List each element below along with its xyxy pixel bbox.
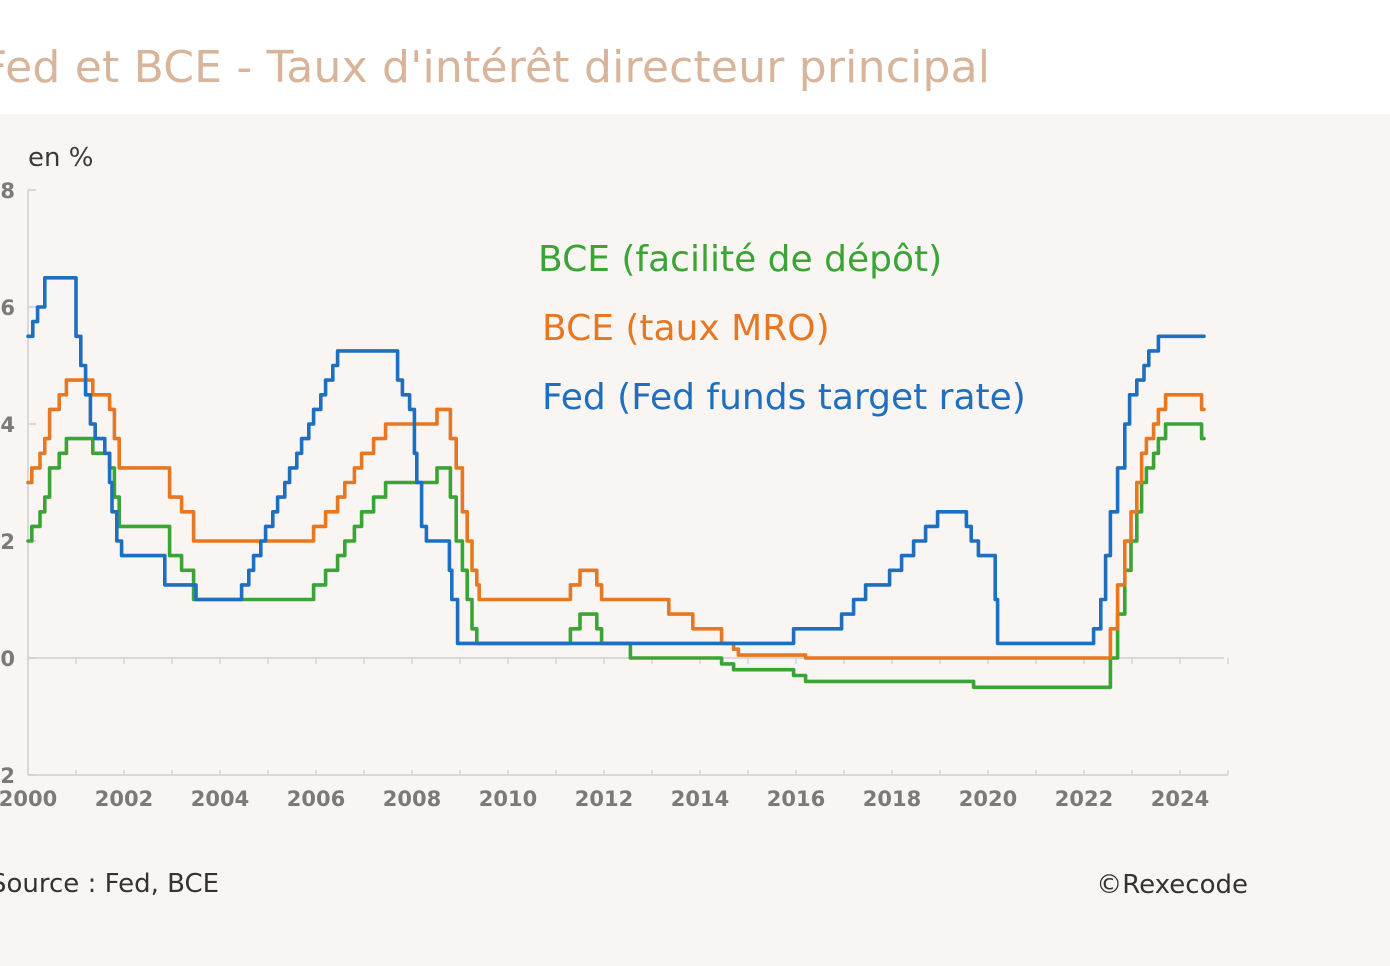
series-line-0 [26, 422, 1206, 690]
legend-bce-depot: BCE (facilité de dépôt) [538, 239, 942, 280]
y-tick-label: 8 [0, 179, 15, 203]
copyright-note: ©Rexecode [1096, 870, 1248, 900]
legend-bce-mro: BCE (taux MRO) [542, 308, 830, 349]
chart-title: Fed et BCE - Taux d'intérêt directeur pr… [0, 42, 991, 93]
y-tick-label: -2 [0, 764, 15, 788]
y-tick-label: 4 [0, 413, 15, 437]
source-note: Source : Fed, BCE [0, 869, 219, 899]
series-line-2 [26, 276, 1206, 646]
x-tick-label: 2014 [671, 787, 729, 811]
y-tick-label: 6 [0, 296, 15, 320]
x-tick-label: 2010 [479, 787, 537, 811]
y-tick-label: 2 [0, 530, 15, 554]
x-tick-label: 2018 [863, 787, 921, 811]
series-line-1 [26, 378, 1206, 660]
x-tick-label: 2008 [383, 787, 441, 811]
y-tick-label: 0 [0, 647, 15, 671]
x-tick-label: 2000 [0, 787, 57, 811]
x-tick-label: 2006 [287, 787, 345, 811]
axes: -2 0 2 4 6 8 2000 2002 2004 2006 2008 2010 2012 2014 2… [0, 179, 1229, 811]
x-tick-label: 2016 [767, 787, 825, 811]
x-tick-label: 2020 [959, 787, 1017, 811]
y-axis-label: en % [28, 143, 93, 173]
x-tick-label: 2022 [1055, 787, 1113, 811]
legend-fed: Fed (Fed funds target rate) [542, 377, 1026, 418]
x-tick-label: 2004 [191, 787, 249, 811]
x-tick-label: 2002 [95, 787, 153, 811]
x-tick-label: 2012 [575, 787, 633, 811]
x-tick-label: 2024 [1151, 787, 1209, 811]
series-layer [26, 276, 1206, 690]
